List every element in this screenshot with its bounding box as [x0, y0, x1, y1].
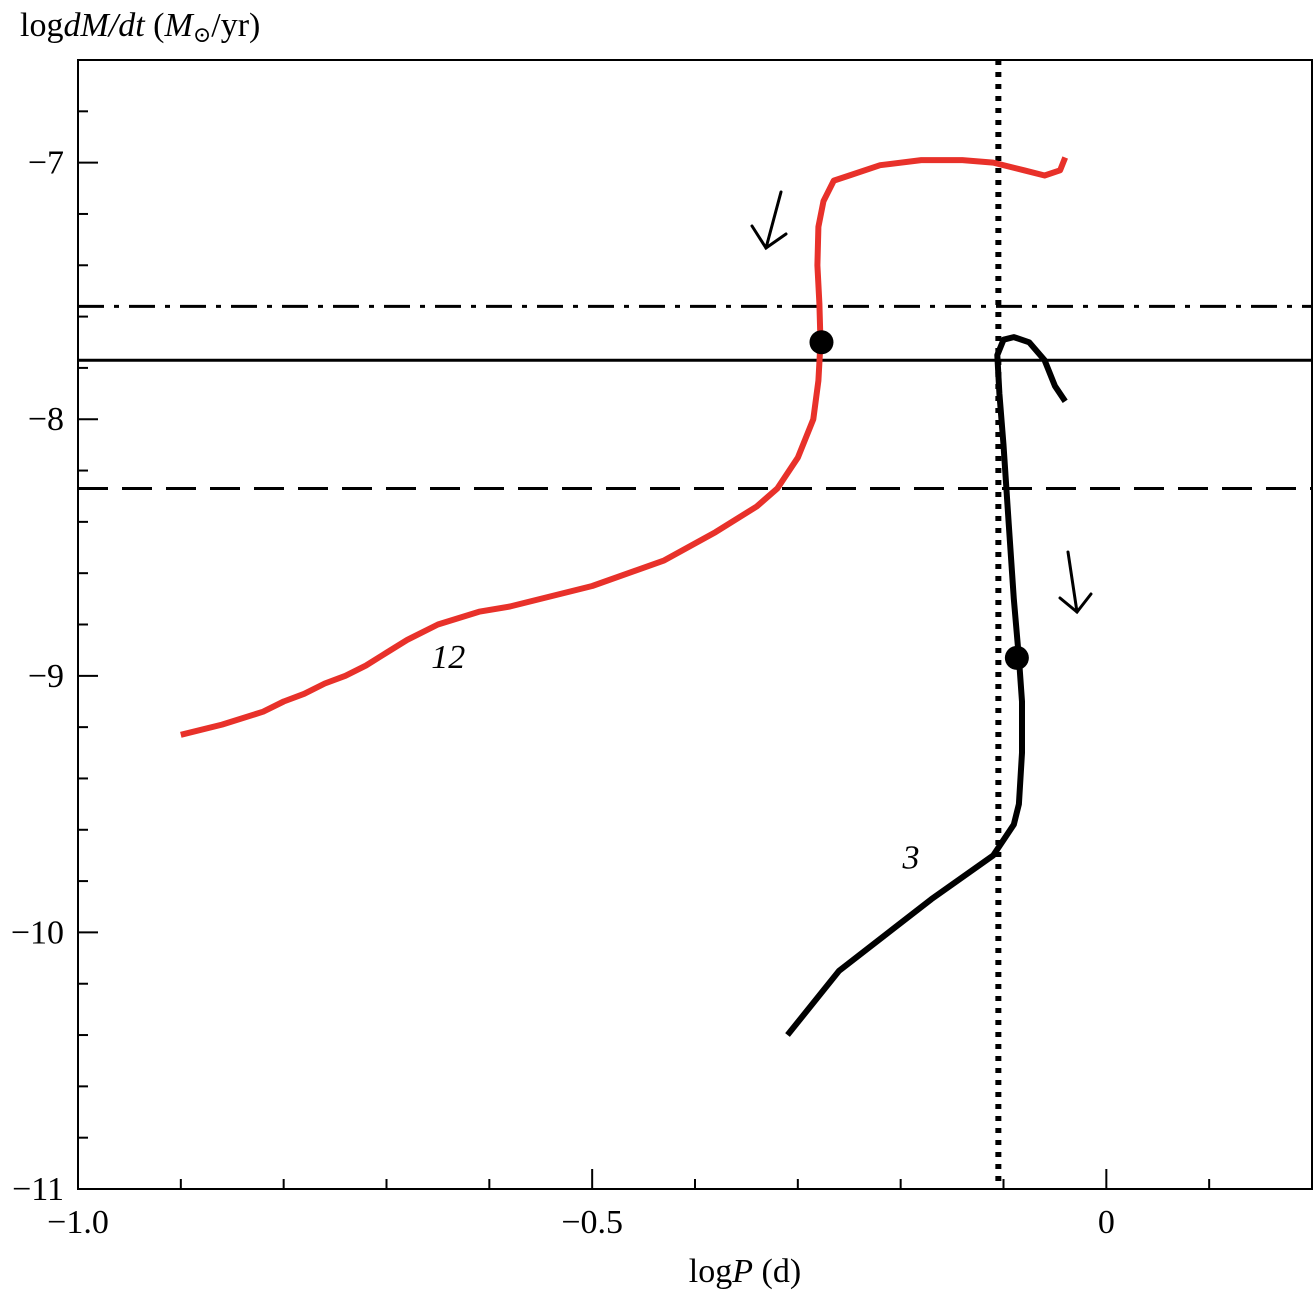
reference-lines [78, 60, 1312, 1189]
axis-tick-labels: −1.0 −0.5 0 −7 −8 −9 −10 −11 [11, 145, 1115, 1241]
y-tick-label: −10 [11, 914, 64, 951]
y-axis-label: logdM/dt (M⊙/yr) [20, 7, 260, 47]
direction-arrow-3 [1058, 550, 1093, 615]
series-marker-3 [1004, 645, 1029, 670]
plot-frame [77, 59, 1313, 1190]
series-line-3 [785, 334, 1068, 1037]
y-tick-label: −8 [28, 401, 64, 438]
series-label-3: 3 [901, 839, 919, 876]
series-layer: 12 3 [180, 156, 1068, 1037]
x-tick-label: −1.0 [47, 1204, 109, 1241]
x-axis-label: logP (d) [689, 1253, 801, 1290]
y-tick-label: −9 [28, 658, 64, 695]
x-tick-label: 0 [1098, 1204, 1115, 1241]
y-tick-label: −7 [28, 145, 64, 182]
annotations [750, 190, 1093, 615]
series-marker-12 [809, 330, 834, 355]
series-line-12 [180, 156, 1068, 738]
y-tick-label: −11 [12, 1171, 64, 1208]
x-tick-label: −0.5 [561, 1204, 623, 1241]
axis-ticks [77, 59, 1313, 1190]
direction-arrow-12 [750, 190, 788, 251]
series-label-12: 12 [431, 639, 465, 676]
